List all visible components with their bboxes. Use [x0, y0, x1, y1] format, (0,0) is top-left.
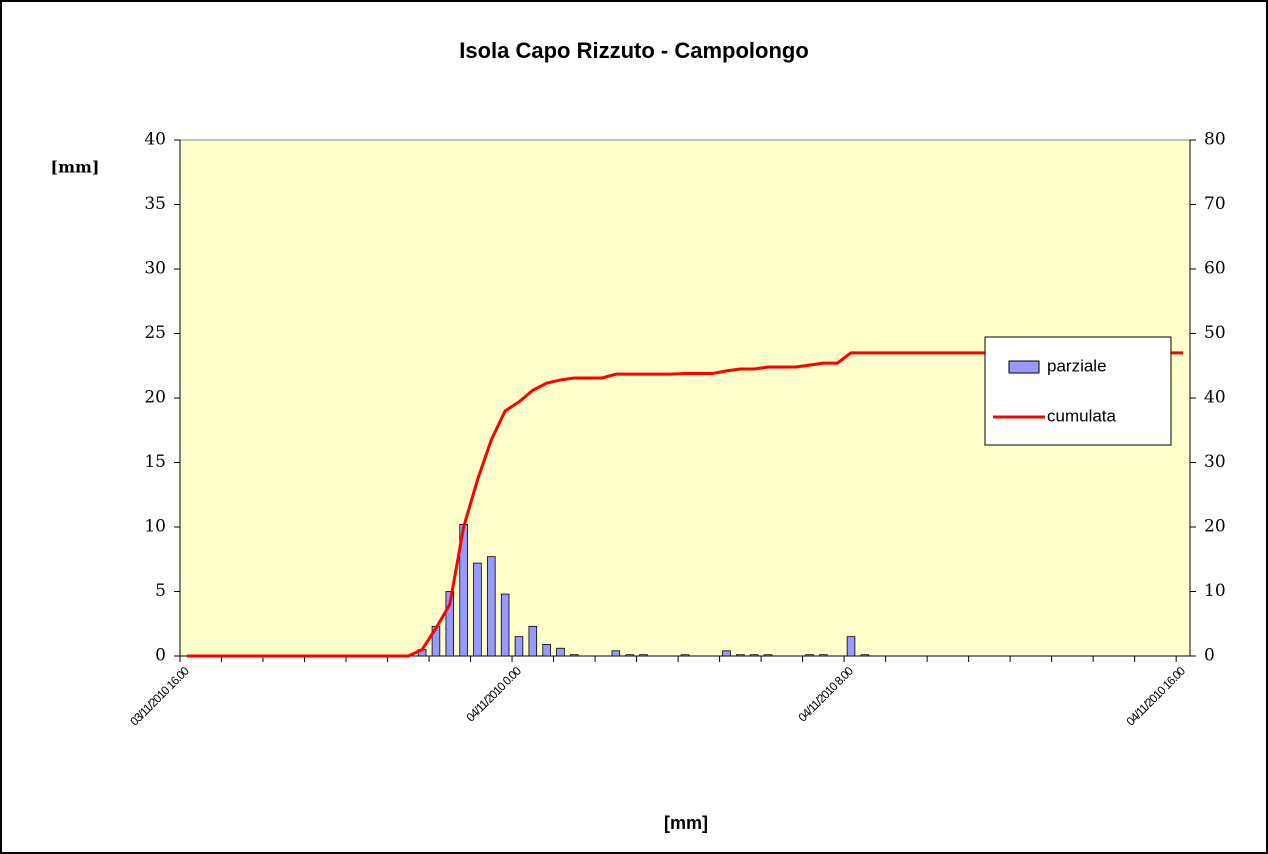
bar [680, 654, 690, 657]
y2-tick-label: 80 [1204, 130, 1226, 150]
bar [528, 625, 538, 657]
bar [445, 591, 455, 657]
x-axis-label: [mm] [664, 813, 708, 833]
y2-tick-label: 0 [1204, 646, 1215, 666]
bar [473, 562, 482, 657]
y-tick-label: 25 [144, 323, 166, 343]
legend-label: cumulata [1047, 406, 1117, 425]
legend-label: parziale [1047, 356, 1107, 375]
bar [514, 636, 524, 657]
bar [819, 654, 828, 657]
bar [500, 593, 510, 657]
bar [805, 654, 814, 657]
bar [625, 654, 634, 657]
y2-tick-label: 50 [1204, 323, 1226, 343]
y-tick-label: 20 [144, 388, 166, 408]
y2-tick-label: 40 [1204, 388, 1226, 408]
bar [736, 654, 745, 657]
chart-title: Isola Capo Rizzuto - Campolongo [459, 38, 809, 63]
bar [860, 654, 870, 657]
bar [542, 643, 551, 657]
y2-tick-label: 70 [1204, 194, 1226, 214]
bar [556, 647, 565, 657]
bar [749, 654, 759, 657]
legend-swatch [1008, 360, 1040, 374]
y-tick-label: 40 [144, 130, 166, 150]
y-tick-label: 30 [144, 259, 166, 279]
y-axis-label: [mm] [51, 158, 100, 177]
bar [487, 556, 496, 657]
y-tick-label: 15 [144, 452, 166, 472]
y2-tick-label: 20 [1204, 517, 1226, 537]
bar [570, 654, 579, 657]
bar [639, 654, 648, 657]
y2-tick-label: 10 [1204, 581, 1226, 601]
y2-tick-label: 60 [1204, 259, 1226, 279]
bar [846, 636, 856, 657]
y-tick-label: 10 [144, 517, 166, 537]
bar [763, 654, 773, 657]
bar [722, 650, 731, 657]
y-tick-label: 0 [155, 646, 166, 666]
bar [611, 650, 621, 657]
legend-box [984, 336, 1172, 446]
y-tick-label: 35 [144, 194, 166, 214]
y2-tick-label: 30 [1204, 452, 1226, 472]
y-tick-label: 5 [155, 581, 166, 601]
